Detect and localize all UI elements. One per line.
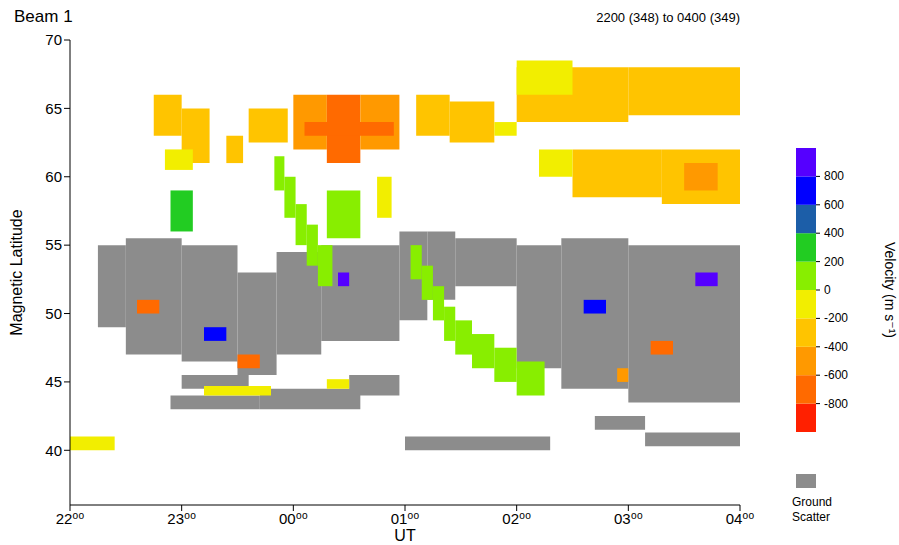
svg-text:Scatter: Scatter [792, 510, 830, 524]
svg-text:03⁰⁰: 03⁰⁰ [614, 510, 643, 527]
svg-text:45: 45 [45, 373, 62, 390]
svg-text:-600: -600 [824, 368, 848, 382]
svg-text:2200 (348) to 0400 (349): 2200 (348) to 0400 (349) [596, 10, 740, 25]
svg-text:04⁰⁰: 04⁰⁰ [726, 510, 755, 527]
svg-text:600: 600 [824, 198, 844, 212]
svg-text:40: 40 [45, 442, 62, 459]
svg-text:Ground: Ground [792, 495, 832, 509]
svg-text:70: 70 [45, 31, 62, 48]
svg-text:01⁰⁰: 01⁰⁰ [391, 510, 420, 527]
svg-text:200: 200 [824, 255, 844, 269]
svg-text:-400: -400 [824, 340, 848, 354]
svg-text:800: 800 [824, 169, 844, 183]
svg-text:23⁰⁰: 23⁰⁰ [167, 510, 196, 527]
svg-text:0: 0 [824, 283, 831, 297]
svg-text:Beam 1: Beam 1 [14, 7, 73, 26]
svg-text:02⁰⁰: 02⁰⁰ [502, 510, 531, 527]
svg-text:60: 60 [45, 168, 62, 185]
svg-text:-200: -200 [824, 311, 848, 325]
svg-text:UT: UT [394, 527, 416, 544]
svg-text:400: 400 [824, 226, 844, 240]
svg-text:00⁰⁰: 00⁰⁰ [279, 510, 308, 527]
svg-text:Velocity (m s⁻¹): Velocity (m s⁻¹) [882, 242, 898, 338]
svg-text:-800: -800 [824, 397, 848, 411]
svg-text:55: 55 [45, 236, 62, 253]
svg-text:22⁰⁰: 22⁰⁰ [56, 510, 85, 527]
svg-text:Magnetic Latitude: Magnetic Latitude [8, 209, 25, 335]
svg-text:65: 65 [45, 100, 62, 117]
svg-text:50: 50 [45, 305, 62, 322]
